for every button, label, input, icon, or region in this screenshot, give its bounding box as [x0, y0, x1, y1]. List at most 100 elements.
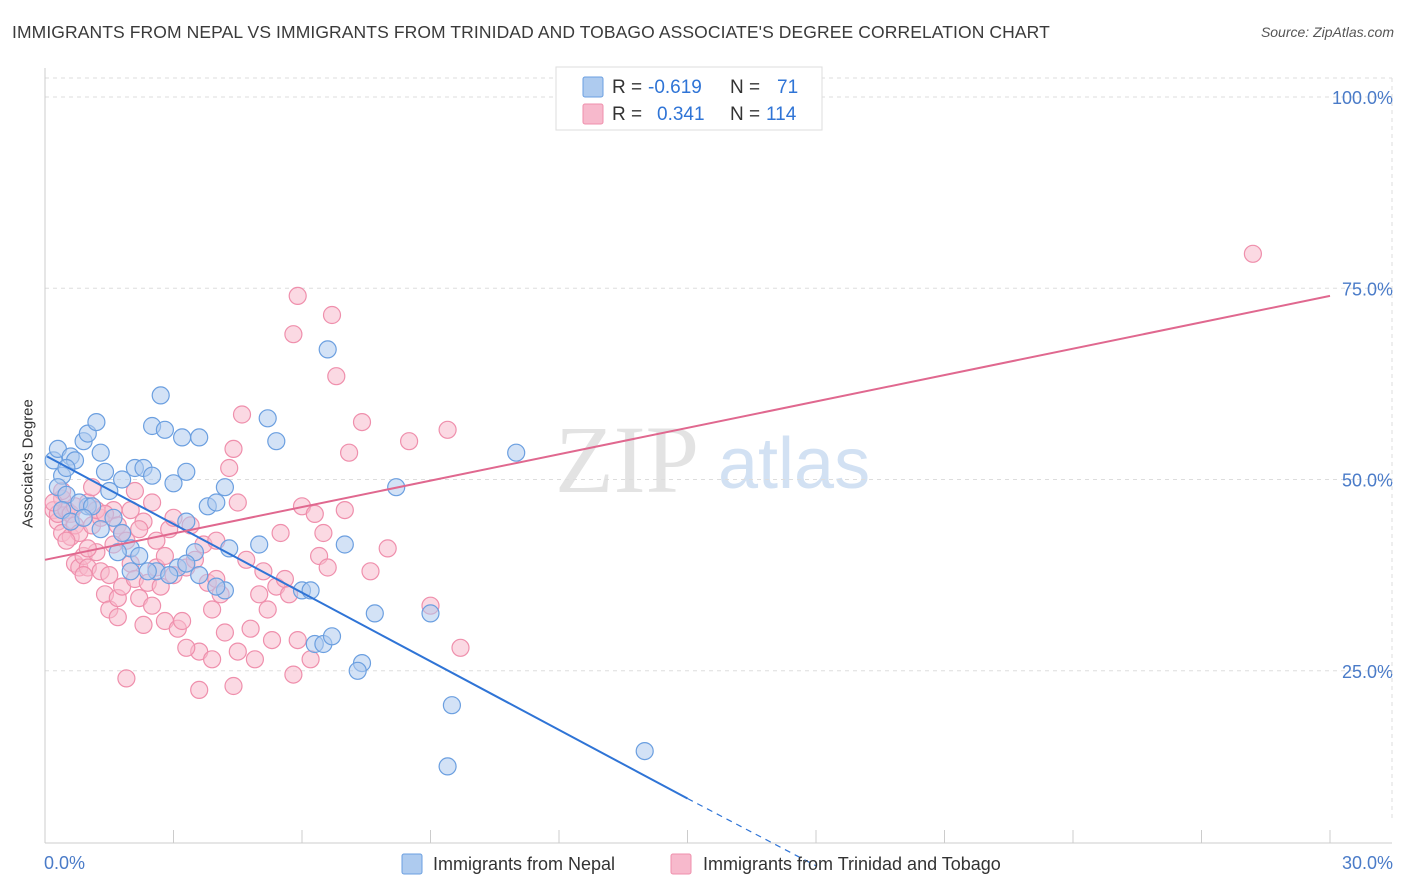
- trinidad-point: [228, 493, 247, 512]
- nepal-point: [177, 462, 196, 481]
- nepal-point: [121, 562, 140, 581]
- y-tick-label: 25.0%: [1342, 662, 1393, 682]
- nepal-point: [91, 443, 110, 462]
- nepal-point: [164, 474, 183, 493]
- nepal-point: [507, 443, 526, 462]
- nepal-point: [177, 554, 196, 573]
- trinidad-point: [155, 546, 174, 566]
- bottom-legend: Immigrants from Nepal Immigrants from Tr…: [401, 853, 1001, 875]
- trinidad-point: [361, 562, 380, 581]
- nepal-point: [365, 604, 384, 623]
- trinidad-point: [400, 432, 419, 451]
- nepal-point: [635, 741, 654, 761]
- trinidad-point: [203, 650, 222, 669]
- trinidad-point: [258, 600, 277, 619]
- legend: R = -0.619 N = 71 R = 0.341 N = 114: [555, 66, 823, 131]
- nepal-point: [215, 478, 234, 497]
- nepal-point: [207, 493, 226, 512]
- trinidad-point: [143, 493, 162, 512]
- x-tick-label-max: 30.0%: [1342, 853, 1393, 873]
- legend-trinidad-r-label: R =: [612, 104, 642, 125]
- trinidad-point: [262, 630, 282, 650]
- nepal-point: [250, 535, 269, 554]
- trinidad-point: [108, 608, 127, 627]
- legend-nepal-r-label: R =: [612, 77, 642, 98]
- trinidad-point: [215, 623, 234, 642]
- trinidad-point: [438, 420, 457, 439]
- trinidad-point: [250, 585, 269, 604]
- trinidad-point: [327, 367, 346, 386]
- nepal-point: [322, 627, 342, 646]
- trinidad-point: [220, 458, 239, 478]
- trinidad-point: [352, 413, 372, 432]
- bottom-legend-swatch-nepal: [401, 853, 423, 875]
- trinidad-point: [288, 286, 307, 305]
- legend-swatch-nepal: [582, 76, 604, 98]
- trinidad-point: [203, 600, 222, 619]
- nepal-point: [130, 546, 149, 566]
- trinidad-point: [143, 596, 162, 615]
- y-tick-label: 75.0%: [1342, 279, 1393, 299]
- y-tick-label: 50.0%: [1342, 471, 1393, 491]
- trinidad-point: [125, 481, 144, 501]
- nepal-point: [151, 386, 170, 405]
- chart-title: IMMIGRANTS FROM NEPAL VS IMMIGRANTS FROM…: [12, 22, 1050, 42]
- trinidad-point: [224, 676, 243, 696]
- watermark-zip: ZIP: [555, 406, 699, 513]
- trinidad-point: [284, 325, 303, 344]
- nepal-point: [442, 696, 461, 715]
- trinidad-point: [335, 501, 354, 520]
- trinidad-point: [232, 405, 252, 424]
- nepal-point: [258, 409, 277, 428]
- trinidad-point: [74, 565, 93, 585]
- watermark-atlas: atlas: [718, 424, 870, 504]
- nepal-point: [190, 428, 209, 447]
- trinidad-point: [173, 611, 192, 631]
- bottom-legend-nepal: Immigrants from Nepal: [433, 854, 615, 874]
- nepal-point: [173, 428, 192, 447]
- legend-trinidad-n-value: 114: [766, 104, 797, 125]
- nepal-point: [318, 340, 337, 359]
- trinidad-point: [177, 638, 196, 657]
- legend-nepal-n-label: N =: [730, 77, 760, 98]
- nepal-point: [57, 458, 76, 478]
- legend-nepal-r-value: -0.619: [648, 77, 702, 98]
- nepal-point: [112, 470, 132, 489]
- nepal-point: [348, 661, 367, 680]
- trinidad-point: [1243, 244, 1263, 263]
- trinidad-point: [340, 443, 359, 462]
- trinidad-point: [305, 504, 324, 524]
- nepal-point: [190, 565, 209, 585]
- trinidad-point: [301, 650, 320, 669]
- trinidad-point: [134, 615, 153, 635]
- trinidad-point: [117, 669, 136, 688]
- nepal-point: [108, 543, 127, 562]
- source-label: Source: ZipAtlas.com: [1260, 24, 1394, 40]
- trinidad-point: [275, 569, 294, 589]
- nepal-point: [91, 520, 110, 539]
- trinidad-point: [284, 665, 303, 684]
- legend-trinidad-n-label: N =: [730, 104, 760, 125]
- nepal-point: [138, 562, 157, 581]
- trinidad-point: [451, 638, 470, 657]
- trinidad-point: [190, 680, 209, 700]
- bottom-legend-swatch-trinidad: [670, 853, 692, 875]
- nepal-point: [160, 565, 179, 585]
- trinidad-point: [78, 539, 97, 558]
- nepal-point: [74, 508, 93, 527]
- nepal-point: [207, 577, 226, 596]
- x-tick-label-min: 0.0%: [44, 853, 85, 873]
- nepal-point: [155, 420, 174, 439]
- nepal-point: [95, 462, 115, 481]
- legend-trinidad-r-value: 0.341: [657, 104, 705, 125]
- nepal-point: [104, 508, 123, 527]
- trinidad-point: [245, 650, 264, 669]
- trinidad-point: [322, 305, 342, 325]
- nepal-point: [267, 432, 286, 451]
- trinidad-point: [271, 523, 290, 543]
- nepal-point: [438, 757, 457, 776]
- nepal-point: [335, 535, 354, 554]
- nepal-point: [421, 604, 440, 623]
- legend-swatch-trinidad: [582, 103, 604, 125]
